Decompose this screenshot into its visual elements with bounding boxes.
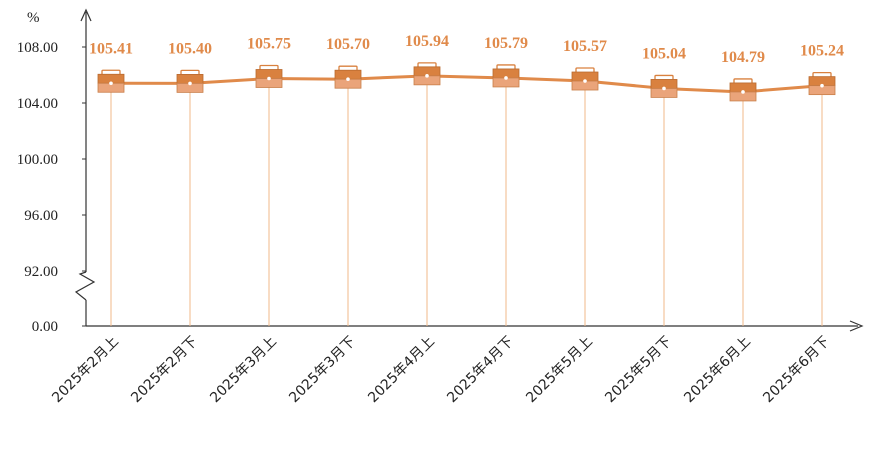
briefcase-icon xyxy=(571,67,599,91)
data-label: 105.04 xyxy=(642,45,686,62)
data-label: 105.94 xyxy=(405,33,449,50)
x-tick-label: 2025年4月上 xyxy=(365,334,438,407)
briefcase-icon xyxy=(176,69,204,93)
data-point xyxy=(662,86,666,91)
x-tick-label: 2025年6月上 xyxy=(681,334,754,407)
y-tick-label: 100.00 xyxy=(17,152,58,168)
data-label: 105.57 xyxy=(563,38,607,55)
y-tick-label: 96.00 xyxy=(24,208,58,224)
x-tick-label: 2025年6月下 xyxy=(760,334,833,407)
briefcase-icon xyxy=(650,74,678,98)
data-label: 105.79 xyxy=(484,35,528,52)
briefcase-icon xyxy=(729,78,757,102)
x-axis xyxy=(86,320,864,332)
x-tick-label: 2025年2月上 xyxy=(49,334,122,407)
x-tick-label: 2025年4月下 xyxy=(444,334,517,407)
y-tick-label: 108.00 xyxy=(17,40,58,56)
data-point xyxy=(741,90,745,94)
x-axis-arrow-icon xyxy=(849,320,864,332)
data-point xyxy=(346,77,350,81)
drop-lines xyxy=(110,81,823,326)
data-label: 105.24 xyxy=(800,43,844,60)
briefcase-icon xyxy=(492,64,520,88)
data-point xyxy=(504,76,508,80)
data-point xyxy=(425,74,429,78)
data-label: 105.40 xyxy=(168,40,212,57)
y-axis-arrow-icon xyxy=(80,8,92,22)
briefcase-icon xyxy=(255,64,283,88)
data-point xyxy=(267,76,271,81)
y-tick-label: 0.00 xyxy=(32,319,58,335)
briefcase-icon xyxy=(413,62,441,86)
y-axis-unit: % xyxy=(27,10,40,26)
data-label: 105.75 xyxy=(247,36,291,53)
data-label: 105.70 xyxy=(326,36,370,53)
series-line xyxy=(110,74,823,94)
value-labels: 105.41 105.40 105.75 105.70 105.94 105.79 105.… xyxy=(89,33,844,66)
x-tick-label: 2025年2月下 xyxy=(128,334,201,407)
y-tick-label: 92.00 xyxy=(24,264,58,280)
data-label: 104.79 xyxy=(721,49,765,66)
briefcase-icon xyxy=(97,69,125,93)
data-point xyxy=(109,81,113,86)
x-tick-label: 2025年3月上 xyxy=(207,334,280,407)
briefcase-icon xyxy=(808,71,836,96)
series xyxy=(110,74,823,94)
data-label: 105.41 xyxy=(89,40,133,57)
y-axis: % 0.00 92.00 96.00 100.00 104.00 108.00 xyxy=(17,8,96,335)
y-tick-label: 104.00 xyxy=(17,96,58,112)
axis-break-icon xyxy=(74,271,96,301)
briefcase-icon xyxy=(334,65,362,89)
markers xyxy=(97,62,836,102)
data-point xyxy=(583,79,587,83)
category-labels: 2025年2月上 2025年2月下 2025年3月上 2025年3月下 2025年4月上… xyxy=(49,334,833,407)
x-tick-label: 2025年5月上 xyxy=(523,334,596,407)
data-point xyxy=(820,83,824,88)
x-tick-label: 2025年5月下 xyxy=(602,334,675,407)
x-tick-label: 2025年3月下 xyxy=(286,334,359,407)
data-point xyxy=(188,81,192,86)
